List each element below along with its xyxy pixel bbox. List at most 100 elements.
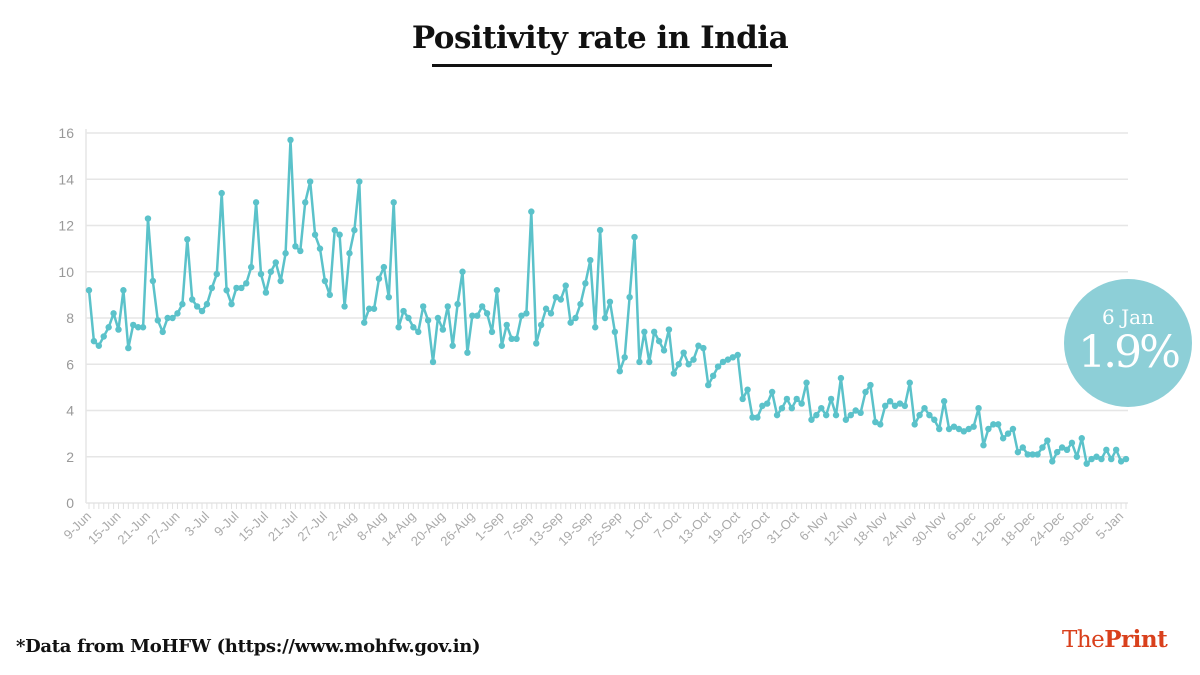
data-point [832,411,840,419]
data-point [724,356,732,363]
data-point [572,314,579,322]
data-point [311,231,319,238]
logo-part1: The [1062,627,1105,653]
data-point [862,388,869,396]
data-point [341,303,348,310]
data-point [542,305,550,312]
data-point [380,263,388,271]
data-point [395,324,402,331]
data-point [169,314,176,322]
data-point [238,284,245,292]
data-point [557,296,565,303]
data-point [208,284,216,292]
data-point [100,333,107,340]
data-point [243,280,250,287]
data-point [675,361,682,368]
data-point [120,287,127,294]
y-tick-label: 10 [58,264,74,280]
data-point [1049,458,1056,465]
latest-value-badge: 6 Jan 1.9% [1064,279,1192,407]
title-underline [432,64,772,67]
data-point [1108,455,1115,463]
data-point [272,259,279,266]
data-point [768,388,776,396]
data-point [1083,460,1090,467]
data-point [154,317,162,324]
data-point [493,287,501,294]
y-tick-label: 8 [66,310,74,326]
data-point [818,404,825,412]
data-point [587,256,594,264]
data-point [823,411,830,419]
data-point [469,312,476,319]
data-point [931,416,938,423]
x-tick-label: 27-Jun [144,509,183,548]
data-point [390,199,397,206]
data-point [159,328,166,336]
data-point [847,411,854,419]
data-point [778,404,786,412]
badge-date: 6 Jan [1102,305,1154,329]
data-point [827,395,835,403]
data-point [375,275,383,282]
data-point [144,215,152,222]
data-point [365,305,373,312]
y-tick-label: 0 [66,495,74,511]
data-point [134,324,142,331]
data-point [601,314,609,322]
data-point [459,268,466,275]
data-point [611,328,619,336]
data-point [351,226,358,234]
x-tick-label: 27-Jul [294,508,330,544]
data-point [498,342,506,349]
data-point [405,314,412,322]
data-point [513,335,520,343]
data-point [788,404,796,412]
data-point [670,370,678,377]
data-point [773,411,781,419]
data-point [719,358,727,366]
data-point [700,344,707,352]
x-tick-label: 30-Dec [1056,508,1097,549]
data-point [444,303,451,310]
data-point [302,199,309,206]
data-point [267,268,275,275]
data-point [139,324,147,331]
theprint-logo: ThePrint [1062,626,1168,653]
data-point [228,300,235,308]
data-point [105,324,112,331]
data-point [744,386,751,393]
data-point [193,303,201,310]
data-point [916,411,923,419]
data-point [110,310,117,317]
x-tick-label: 2-Aug [324,509,359,544]
data-point [921,404,928,412]
data-point [754,414,761,421]
data-point [960,428,968,435]
data-point [896,400,904,407]
data-point [528,208,535,215]
data-point [1068,439,1076,447]
data-point [906,379,913,386]
data-point [970,423,977,430]
data-point [764,400,771,407]
data-point [945,425,953,433]
data-point [233,284,240,292]
data-point [886,398,894,405]
data-point [223,287,230,294]
data-point [410,324,417,331]
data-point [636,358,643,366]
data-point [449,342,456,349]
data-point [346,250,353,257]
data-point [901,402,909,410]
data-point [783,395,791,403]
data-point [990,421,997,428]
data-point [567,319,574,326]
chart-title: Positivity rate in India [411,20,789,56]
data-point [665,326,673,333]
data-point [877,421,884,428]
data-point [852,407,859,414]
data-point [184,236,191,243]
data-point [631,233,638,241]
x-tick-label: 1-Oct [621,508,654,541]
